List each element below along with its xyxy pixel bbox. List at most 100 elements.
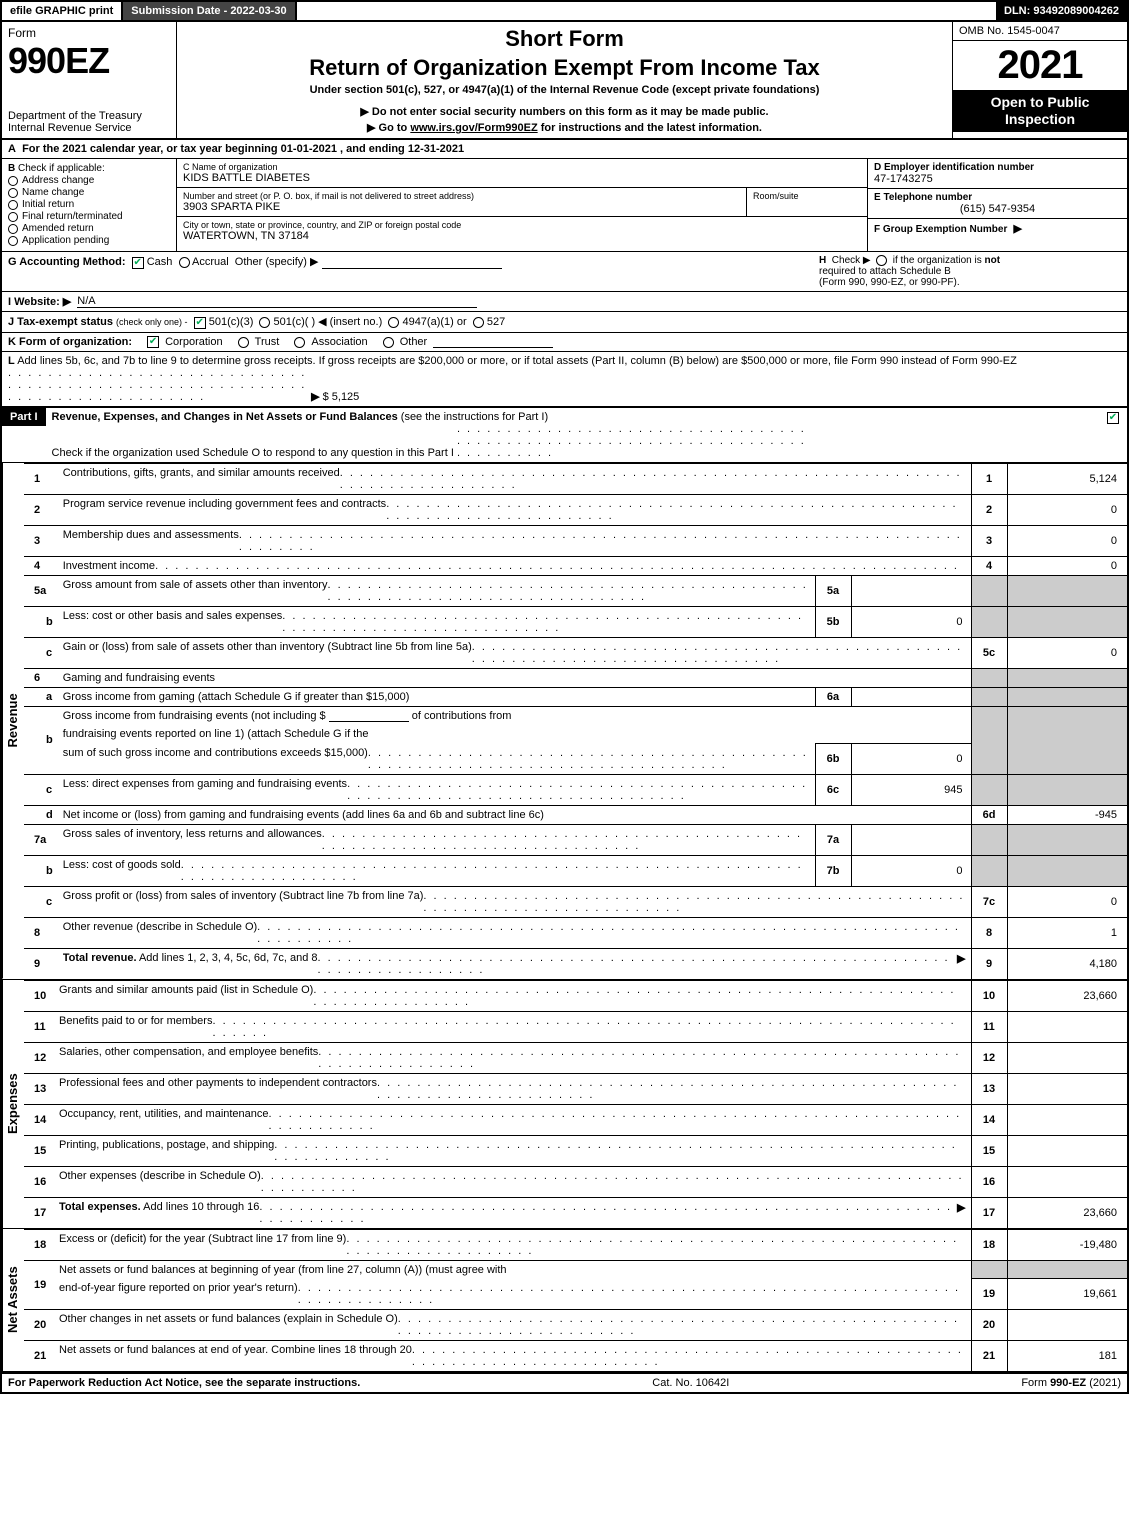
line-1: 1 Contributions, gifts, grants, and simi… <box>24 464 1127 495</box>
checkbox-icon <box>8 176 18 186</box>
line-19a: 19Net assets or fund balances at beginni… <box>24 1260 1127 1279</box>
j-text: J Tax-exempt status (check only one) - 5… <box>8 315 505 329</box>
line-7a: 7a Gross sales of inventory, less return… <box>24 824 1127 855</box>
chk-corp[interactable] <box>147 336 159 348</box>
chk-h[interactable] <box>876 255 887 266</box>
org-city: WATERTOWN, TN 37184 <box>183 230 861 242</box>
a-label: A <box>8 143 16 155</box>
h-label: H <box>819 255 826 266</box>
chk-trust[interactable] <box>238 337 249 348</box>
line-21: 21Net assets or fund balances at end of … <box>24 1340 1127 1371</box>
website-value: N/A <box>77 295 477 308</box>
l-text: Add lines 5b, 6c, and 7b to line 9 to de… <box>17 355 1017 367</box>
org-street: 3903 SPARTA PIKE <box>183 201 740 213</box>
chk-application-pending[interactable]: Application pending <box>8 235 170 246</box>
chk-initial-return[interactable]: Initial return <box>8 199 170 210</box>
checkbox-icon <box>8 200 18 210</box>
goto-link[interactable]: www.irs.gov/Form990EZ <box>410 122 537 134</box>
net-assets-sidebar: Net Assets <box>2 1229 24 1371</box>
top-bar: efile GRAPHIC print Submission Date - 20… <box>0 0 1129 22</box>
a-text: For the 2021 calendar year, or tax year … <box>22 143 464 155</box>
c-room-label: Room/suite <box>753 191 861 201</box>
efile-print-label[interactable]: efile GRAPHIC print <box>2 2 123 20</box>
f-group-exemption: F Group Exemption Number ▶ <box>868 219 1127 238</box>
line-6b-3: sum of such gross income and contributio… <box>24 744 1127 775</box>
dept-line1: Department of the Treasury <box>8 110 142 122</box>
part-i-header: Part I Revenue, Expenses, and Changes in… <box>0 406 1129 462</box>
line-13: 13Professional fees and other payments t… <box>24 1073 1127 1104</box>
line-7c: c Gross profit or (loss) from sales of i… <box>24 886 1127 917</box>
chk-4947[interactable] <box>388 317 399 328</box>
c-name-label: C Name of organization <box>183 162 861 172</box>
line-3: 3 Membership dues and assessments 30 <box>24 526 1127 557</box>
under-section-text: Under section 501(c), 527, or 4947(a)(1)… <box>187 84 942 96</box>
revenue-sidebar: Revenue <box>2 463 24 979</box>
submission-date-label: Submission Date - 2022-03-30 <box>123 2 296 20</box>
header-right: OMB No. 1545-0047 2021 Open to Public In… <box>952 22 1127 138</box>
chk-527[interactable] <box>473 317 484 328</box>
expenses-sidebar: Expenses <box>2 980 24 1228</box>
part-i-check-text: Check if the organization used Schedule … <box>52 447 807 459</box>
open-to-public: Open to Public Inspection <box>953 90 1127 132</box>
revenue-section: Revenue 1 Contributions, gifts, grants, … <box>0 462 1129 979</box>
dept-treasury: Department of the Treasury Internal Reve… <box>8 110 170 134</box>
org-name: KIDS BATTLE DIABETES <box>183 172 861 184</box>
goto-pre: ▶ Go to <box>367 122 410 134</box>
line-6c: c Less: direct expenses from gaming and … <box>24 774 1127 805</box>
line-6d: d Net income or (loss) from gaming and f… <box>24 805 1127 824</box>
net-assets-table: 18Excess or (deficit) for the year (Subt… <box>24 1229 1127 1371</box>
footer-right: Form 990-EZ (2021) <box>1021 1377 1121 1389</box>
line-9: 9 Total revenue. Add lines 1, 2, 3, 4, 5… <box>24 948 1127 979</box>
chk-name-change[interactable]: Name change <box>8 187 170 198</box>
line-7b: b Less: cost of goods sold 7b0 <box>24 855 1127 886</box>
goto-text: ▶ Go to www.irs.gov/Form990EZ for instru… <box>187 121 942 134</box>
d-label: D Employer identification number <box>874 162 1121 173</box>
line-15: 15Printing, publications, postage, and s… <box>24 1135 1127 1166</box>
k-label: K Form of organization: <box>8 336 132 348</box>
row-k: K Form of organization: Corporation Trus… <box>0 332 1129 351</box>
g-other-label: Other (specify) ▶ <box>235 256 319 268</box>
dln-label: DLN: 93492089004262 <box>996 2 1127 20</box>
chk-amended-return[interactable]: Amended return <box>8 223 170 234</box>
line-6b-2: fundraising events reported on line 1) (… <box>24 725 1127 744</box>
revenue-table: 1 Contributions, gifts, grants, and simi… <box>24 463 1127 979</box>
form-number: 990EZ <box>8 40 170 82</box>
chk-address-change[interactable]: Address change <box>8 175 170 186</box>
chk-cash[interactable] <box>132 257 144 269</box>
expenses-section: Expenses 10Grants and similar amounts pa… <box>0 979 1129 1228</box>
expenses-table: 10Grants and similar amounts paid (list … <box>24 980 1127 1228</box>
section-bcdef: B Check if applicable: Address change Na… <box>0 159 1129 251</box>
chk-501c3[interactable] <box>194 317 206 329</box>
chk-accrual[interactable] <box>179 257 190 268</box>
return-title: Return of Organization Exempt From Incom… <box>187 55 942 81</box>
j-label: J Tax-exempt status <box>8 316 113 328</box>
line-4: 4 Investment income 40 <box>24 557 1127 576</box>
tax-year: 2021 <box>953 41 1127 90</box>
line-5c: c Gain or (loss) from sale of assets oth… <box>24 638 1127 669</box>
line-5a: 5a Gross amount from sale of assets othe… <box>24 576 1127 607</box>
part-i-checkbox[interactable] <box>1099 408 1127 427</box>
chk-501c[interactable] <box>259 317 270 328</box>
header-center: Short Form Return of Organization Exempt… <box>177 22 952 138</box>
line-12: 12Salaries, other compensation, and empl… <box>24 1042 1127 1073</box>
part-i-bar: Part I <box>2 408 46 426</box>
col-c: C Name of organization KIDS BATTLE DIABE… <box>177 159 867 251</box>
part-i-title: Revenue, Expenses, and Changes in Net As… <box>46 408 1099 462</box>
chk-final-return[interactable]: Final return/terminated <box>8 211 170 222</box>
c-city-row: City or town, state or province, country… <box>177 217 867 245</box>
g-other-blank[interactable] <box>322 257 502 269</box>
line-17: 17Total expenses. Add lines 10 through 1… <box>24 1197 1127 1228</box>
d-ein: D Employer identification number 47-1743… <box>868 159 1127 189</box>
e-label: E Telephone number <box>874 192 1121 203</box>
line-19b: end-of-year figure reported on prior yea… <box>24 1279 1127 1310</box>
l-label: L <box>8 355 15 367</box>
chk-other-org[interactable] <box>383 337 394 348</box>
line-16: 16Other expenses (describe in Schedule O… <box>24 1166 1127 1197</box>
k-other-blank[interactable] <box>433 336 553 348</box>
line-8: 8 Other revenue (describe in Schedule O)… <box>24 917 1127 948</box>
footer-left: For Paperwork Reduction Act Notice, see … <box>8 1377 360 1389</box>
c-city-label: City or town, state or province, country… <box>183 220 861 230</box>
chk-assoc[interactable] <box>294 337 305 348</box>
row-a: A For the 2021 calendar year, or tax yea… <box>0 140 1129 159</box>
c-street-label: Number and street (or P. O. box, if mail… <box>183 191 740 201</box>
